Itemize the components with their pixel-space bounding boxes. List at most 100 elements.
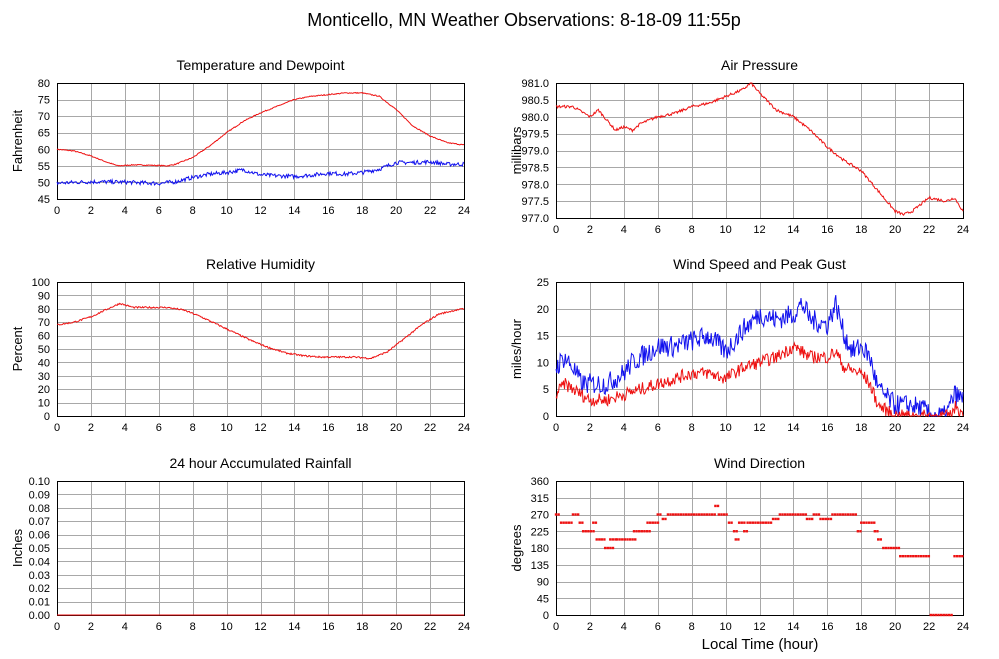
y-tick-label: 0.03 xyxy=(29,570,50,582)
data-point xyxy=(955,554,959,558)
data-point xyxy=(727,521,731,524)
x-tick-label: 14 xyxy=(288,422,300,434)
x-tick-label: 18 xyxy=(356,205,368,217)
y-tick-label: 979.5 xyxy=(521,129,549,141)
data-point xyxy=(722,513,726,516)
data-point xyxy=(856,530,860,533)
x-tick-label: 16 xyxy=(821,621,833,633)
data-point xyxy=(635,530,638,533)
data-point xyxy=(942,613,945,617)
data-point xyxy=(831,513,834,516)
y-tick-label: 60 xyxy=(38,144,50,156)
data-point xyxy=(594,521,598,524)
data-point xyxy=(576,513,580,516)
data-point xyxy=(720,513,723,516)
data-point xyxy=(912,554,915,558)
data-point xyxy=(925,554,928,558)
data-point xyxy=(751,521,755,524)
data-point xyxy=(703,513,706,516)
data-point xyxy=(609,546,612,550)
y-tick-label: 981.0 xyxy=(521,78,549,90)
y-tick-label: 0.06 xyxy=(29,530,50,542)
data-point xyxy=(749,521,752,524)
data-point xyxy=(922,554,925,558)
data-point xyxy=(634,538,637,541)
data-point xyxy=(914,554,918,558)
x-tick-label: 16 xyxy=(821,224,833,236)
data-point xyxy=(559,521,563,524)
x-tick-label: 20 xyxy=(390,422,402,434)
x-tick-label: 4 xyxy=(122,205,128,217)
data-point xyxy=(821,517,825,521)
data-point xyxy=(587,530,590,533)
x-tick-label: 8 xyxy=(689,224,695,236)
data-point xyxy=(589,530,593,533)
x-tick-label: 0 xyxy=(553,224,559,236)
data-point xyxy=(584,530,587,533)
data-point xyxy=(769,521,773,524)
data-point xyxy=(754,521,757,524)
data-point xyxy=(643,530,646,533)
y-tick-label: 135 xyxy=(531,560,549,572)
x-tick-label: 12 xyxy=(753,224,765,236)
data-point xyxy=(862,521,866,524)
data-point xyxy=(799,513,802,516)
y-tick-label: 979.0 xyxy=(521,146,549,158)
data-point xyxy=(734,538,737,541)
y-tick-label: 55 xyxy=(38,161,50,173)
y-tick-label: 50 xyxy=(38,344,50,356)
data-point xyxy=(771,517,775,521)
y-tick-label: 25 xyxy=(537,277,549,289)
x-tick-label: 6 xyxy=(655,621,661,633)
y-tick-label: 80 xyxy=(38,304,50,316)
data-point xyxy=(606,546,609,550)
data-point xyxy=(735,530,738,533)
y-tick-label: 0.07 xyxy=(29,516,50,528)
data-point xyxy=(732,530,736,533)
data-point xyxy=(743,530,746,533)
data-point xyxy=(901,554,905,558)
x-tick-label: 4 xyxy=(621,422,627,434)
data-point xyxy=(646,521,649,524)
x-tick-label: 16 xyxy=(821,422,833,434)
data-point xyxy=(746,521,749,524)
data-point xyxy=(764,521,768,524)
data-point xyxy=(666,513,670,516)
data-point xyxy=(710,513,714,516)
y-tick-label: 0 xyxy=(44,411,50,423)
data-point xyxy=(592,521,595,524)
x-tick-label: 18 xyxy=(855,621,867,633)
y-tick-label: 0 xyxy=(543,610,549,622)
data-point xyxy=(833,513,837,516)
data-point xyxy=(774,517,777,521)
x-tick-label: 4 xyxy=(621,621,627,633)
x-tick-label: 20 xyxy=(390,621,402,633)
x-tick-label: 10 xyxy=(220,205,232,217)
chart-title: Relative Humidity xyxy=(206,256,315,272)
data-point xyxy=(611,546,615,550)
x-tick-label: 0 xyxy=(54,621,60,633)
data-point xyxy=(778,513,782,516)
data-point xyxy=(574,513,577,516)
x-tick-label: 24 xyxy=(957,224,969,236)
data-point xyxy=(812,513,815,516)
data-point xyxy=(824,517,827,521)
data-point xyxy=(909,554,912,558)
series-line-red xyxy=(555,341,964,418)
data-point xyxy=(581,521,584,524)
data-point xyxy=(756,521,760,524)
data-point xyxy=(876,530,879,533)
data-point xyxy=(947,613,951,617)
data-point xyxy=(714,504,717,508)
y-tick-label: 50 xyxy=(38,177,50,189)
data-point xyxy=(631,538,634,541)
data-point xyxy=(623,538,627,541)
data-point xyxy=(611,538,615,541)
data-point xyxy=(870,521,873,524)
data-point xyxy=(867,521,871,524)
data-point xyxy=(628,538,632,541)
y-tick-label: 10 xyxy=(38,398,50,410)
x-tick-label: 20 xyxy=(889,422,901,434)
data-point xyxy=(621,538,624,541)
